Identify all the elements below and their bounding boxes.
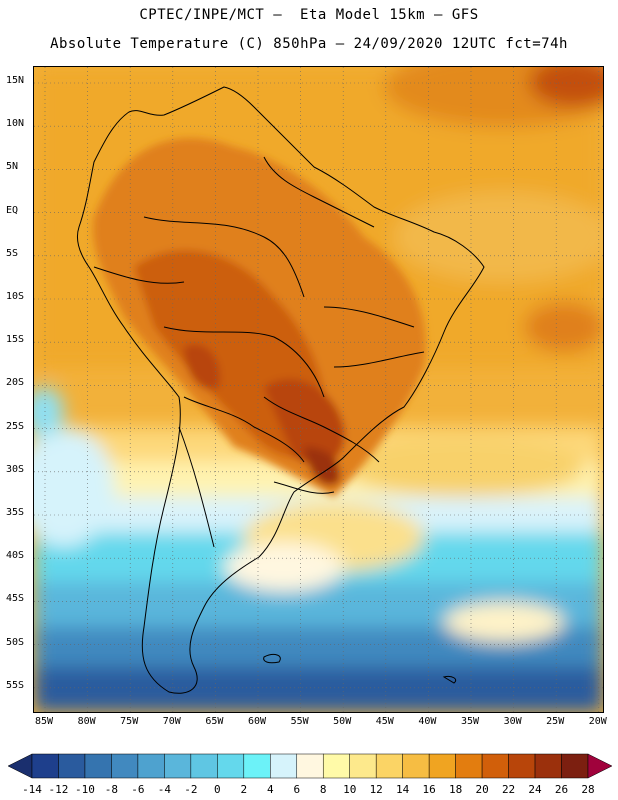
lat-tick-label: 50S: [6, 636, 25, 648]
colorbar-swatch: [349, 753, 377, 779]
colorbar-tick-label: -4: [157, 783, 171, 796]
title-line-1: CPTEC/INPE/MCT – Eta Model 15km – GFS: [139, 7, 479, 23]
colorbar-tick-label: -14: [22, 783, 42, 796]
colorbar-swatch: [534, 753, 562, 779]
lon-tick-label: 75W: [120, 716, 139, 727]
colorbar-swatch: [296, 753, 324, 779]
lon-tick-label: 70W: [162, 716, 181, 727]
colorbar-tick-label: 26: [554, 783, 569, 796]
colorbar-tick-label: 10: [343, 783, 357, 796]
lat-tick-label: 15S: [6, 334, 25, 346]
colorbar-swatch: [455, 753, 483, 779]
temperature-map: [33, 66, 604, 713]
colorbar-tick-label: 16: [422, 783, 436, 796]
colorbar-swatch: [243, 753, 271, 779]
lon-tick-label: 50W: [333, 716, 352, 727]
lat-tick-label: 5N: [6, 161, 19, 173]
colorbar-tick-label: 8: [319, 783, 327, 796]
temperature-colorbar: [8, 753, 612, 779]
colorbar-tick-label: 28: [581, 783, 595, 796]
colorbar-swatch: [428, 753, 456, 779]
lon-tick-label: 40W: [418, 716, 437, 727]
lon-tick-label: 35W: [460, 716, 480, 727]
colorbar-tick-label: 4: [266, 783, 274, 796]
colorbar-low-arrow: [8, 753, 33, 779]
lon-tick-label: 30W: [503, 716, 522, 727]
colorbar-swatch: [270, 753, 298, 779]
colorbar-tick-label: -8: [104, 783, 119, 796]
lon-tick-label: 65W: [205, 716, 224, 727]
colorbar-tick-label: 22: [501, 783, 516, 796]
lon-tick-label: 55W: [290, 716, 309, 727]
colorbar-tick-label: 2: [240, 783, 248, 796]
lat-tick-label: 55S: [6, 679, 25, 691]
lon-tick-label: 45W: [375, 716, 394, 727]
lat-tick-label: 10N: [6, 118, 25, 130]
colorbar-tick-label: -6: [131, 783, 145, 796]
coastline-outline: [76, 86, 485, 694]
colorbar-swatch: [217, 753, 245, 779]
colorbar-swatch: [375, 753, 403, 779]
lat-tick-label: 35S: [6, 507, 25, 518]
colorbar-tick-label: 14: [396, 783, 410, 796]
lat-tick-label: 30S: [6, 463, 25, 475]
colorbar-swatch: [481, 753, 509, 779]
lon-tick-label: 85W: [34, 716, 54, 727]
colorbar-tick-label: -2: [184, 783, 198, 796]
colorbar-swatch: [190, 753, 218, 779]
colorbar-high-arrow: [587, 753, 612, 779]
lat-tick-label: 45S: [6, 593, 25, 605]
colorbar-tick-label: 24: [528, 783, 542, 796]
lat-tick-label: 10S: [6, 291, 25, 302]
colorbar-tick-label: 18: [448, 783, 463, 796]
colorbar-swatch: [508, 753, 536, 779]
colorbar-swatch: [402, 753, 430, 779]
lat-tick-label: 20S: [6, 377, 25, 389]
lat-tick-label: 5S: [6, 247, 19, 259]
colorbar-swatch: [137, 753, 165, 779]
lon-tick-label: 25W: [546, 716, 565, 727]
lon-tick-label: 20W: [588, 716, 607, 727]
colorbar-tick-label: 20: [475, 783, 489, 796]
lat-tick-label: 40S: [6, 550, 25, 562]
colorbar-swatch: [111, 753, 139, 779]
lat-tick-label: 15N: [6, 75, 25, 86]
colorbar-swatch: [164, 753, 192, 779]
colorbar-tick-label: -12: [48, 783, 69, 796]
colorbar-swatch: [322, 753, 350, 779]
lon-tick-label: 60W: [247, 716, 267, 727]
colorbar-tick-label: 0: [214, 783, 221, 796]
colorbar-tick-label: -10: [75, 783, 95, 796]
colorbar-swatch: [58, 753, 86, 779]
colorbar-tick-label: 12: [369, 783, 383, 796]
lat-tick-label: EQ: [6, 204, 19, 216]
lat-tick-label: 25S: [6, 420, 25, 432]
title-line-2: Absolute Temperature (C) 850hPa – 24/09/…: [50, 36, 568, 52]
colorbar-swatch: [561, 753, 589, 779]
colorbar-swatch: [31, 753, 59, 779]
colorbar-swatch: [84, 753, 112, 779]
colorbar-tick-label: 6: [293, 783, 301, 796]
lon-tick-label: 80W: [77, 716, 96, 727]
